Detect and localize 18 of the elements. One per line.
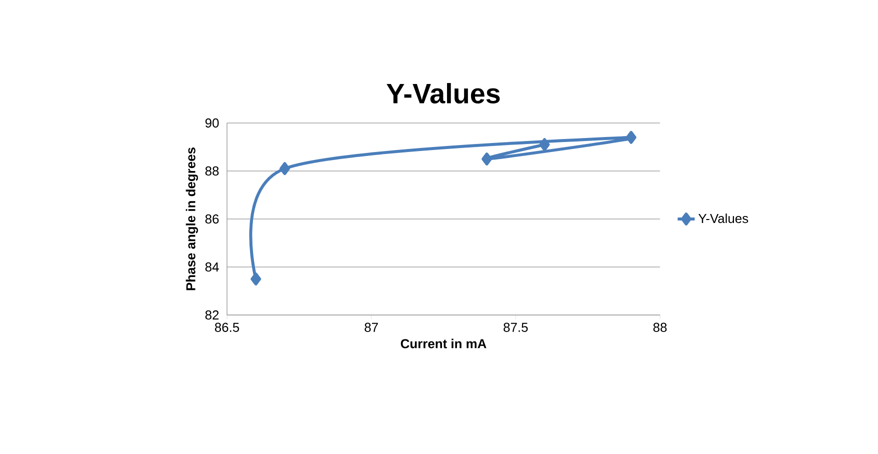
x-tick-label: 87	[364, 322, 378, 332]
y-tick-label: 82	[205, 310, 219, 320]
x-tick-label: 87.5	[504, 322, 528, 332]
point	[539, 138, 550, 152]
x-tick-label: 86.5	[214, 322, 240, 332]
y-axis-title: Phase angle in degrees	[186, 148, 198, 290]
y-tick-label: 88	[205, 166, 219, 176]
x-tick-label: 88	[653, 322, 667, 332]
legend-label: Y-Values	[698, 214, 748, 224]
chart-title: Y-Values	[386, 83, 500, 104]
point	[626, 130, 636, 144]
point	[280, 162, 290, 176]
point	[482, 152, 492, 166]
y-tick-label: 90	[205, 118, 219, 128]
y-tick-label: 84	[205, 262, 219, 272]
point	[250, 272, 262, 286]
y-tick-label: 86	[205, 214, 219, 224]
x-axis-title: Current in mA	[400, 338, 486, 348]
